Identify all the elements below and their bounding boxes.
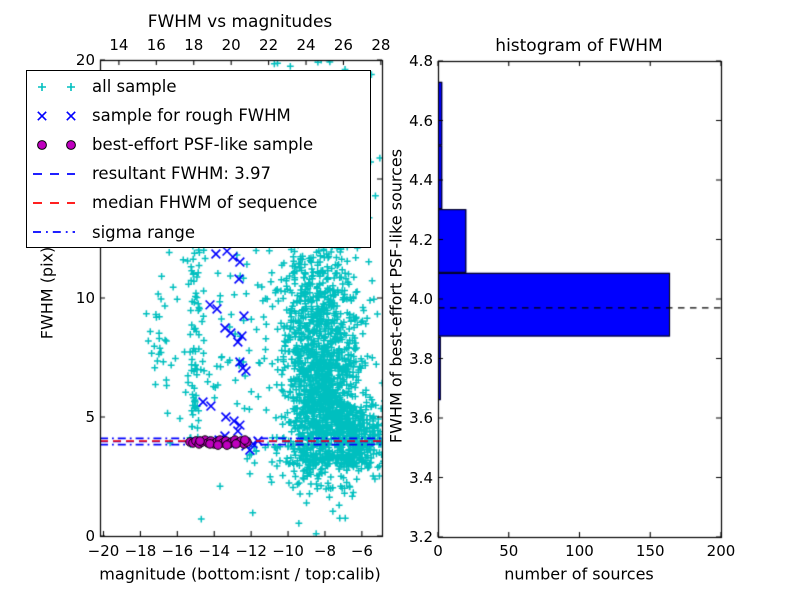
legend-marker-x-icon [37,110,76,121]
left-x-tick-label: −18 [124,542,157,560]
left-x-tick-label: −6 [350,542,373,560]
left-top-tick-label: 24 [296,36,316,54]
legend-marker-circle-icon [37,139,76,150]
legend-entry-label: best-effort PSF-like sample [92,135,314,155]
left-plot-title: FWHM vs magnitudes [147,12,333,32]
left-top-tick-label: 28 [371,36,391,54]
left-top-tick-label: 14 [109,36,129,54]
right-plot-title: histogram of FWHM [495,36,663,56]
legend-entry-label: median FHWM of sequence [92,193,318,213]
legend-entry: sigma range [27,217,370,246]
legend-entry: sample for rough FWHM [27,101,370,130]
legend-entry-label: all sample [92,77,177,97]
left-y-tick-label: 20 [75,51,95,69]
right-x-tick-label: 150 [635,542,665,560]
left-y-tick-label: 5 [85,408,95,426]
legend-entry-label: sigma range [92,222,196,242]
right-y-tick-label: 3.2 [409,528,433,546]
left-plot-xlabel: magnitude (bottom:isnt / top:calib) [99,564,381,584]
right-x-tick-label: 100 [565,542,594,560]
left-top-tick-label: 22 [259,36,279,54]
left-x-tick-label: −12 [235,542,267,560]
legend: all sample sample for rough FWHM best-effo… [26,70,371,248]
left-y-tick-label: 10 [75,289,95,307]
right-x-tick-label: 200 [706,542,736,560]
legend-entry-label: resultant FWHM: 3.97 [92,164,271,184]
left-top-tick-label: 20 [221,36,241,54]
left-x-tick-label: −8 [313,542,337,560]
right-plot-xlabel: number of sources [504,564,654,584]
legend-entry: best-effort PSF-like sample [27,130,370,159]
right-x-tick-label: 50 [499,542,519,560]
left-x-tick-label: −20 [87,542,120,560]
right-y-tick-label: 3.4 [409,468,433,487]
right-y-tick-label: 4.4 [409,171,433,189]
right-y-tick-label: 4.8 [409,52,433,70]
right-x-tick-label: 0 [433,542,443,560]
right-y-tick-label: 3.6 [409,409,433,427]
right-y-tick-label: 4.0 [409,290,433,308]
legend-marker-dashed-icon [33,172,75,175]
left-x-tick-label: −10 [272,542,304,560]
left-top-tick-label: 26 [333,36,353,54]
legend-marker-dashdot-icon [33,231,75,233]
left-y-tick-label: 0 [85,527,95,545]
right-y-tick-label: 4.2 [409,230,433,249]
legend-marker-dashed-icon [33,202,75,204]
legend-marker-plus-icon [38,82,75,91]
legend-entry: resultant FWHM: 3.97 [27,159,370,188]
legend-entry: all sample [27,72,370,101]
legend-entry: median FHWM of sequence [27,188,370,217]
left-top-tick-label: 16 [146,36,166,54]
left-x-tick-label: −14 [198,542,231,560]
right-y-tick-label: 3.8 [409,349,433,368]
left-plot-ylabel: FWHM (pix) [37,246,57,340]
left-top-tick-label: 18 [184,36,204,54]
legend-entry-label: sample for rough FWHM [92,106,291,126]
right-y-tick-label: 4.6 [409,111,433,130]
right-plot-ylabel: FWHM of best-effort PSF-like sources [386,148,406,444]
left-x-tick-label: −16 [161,542,194,560]
